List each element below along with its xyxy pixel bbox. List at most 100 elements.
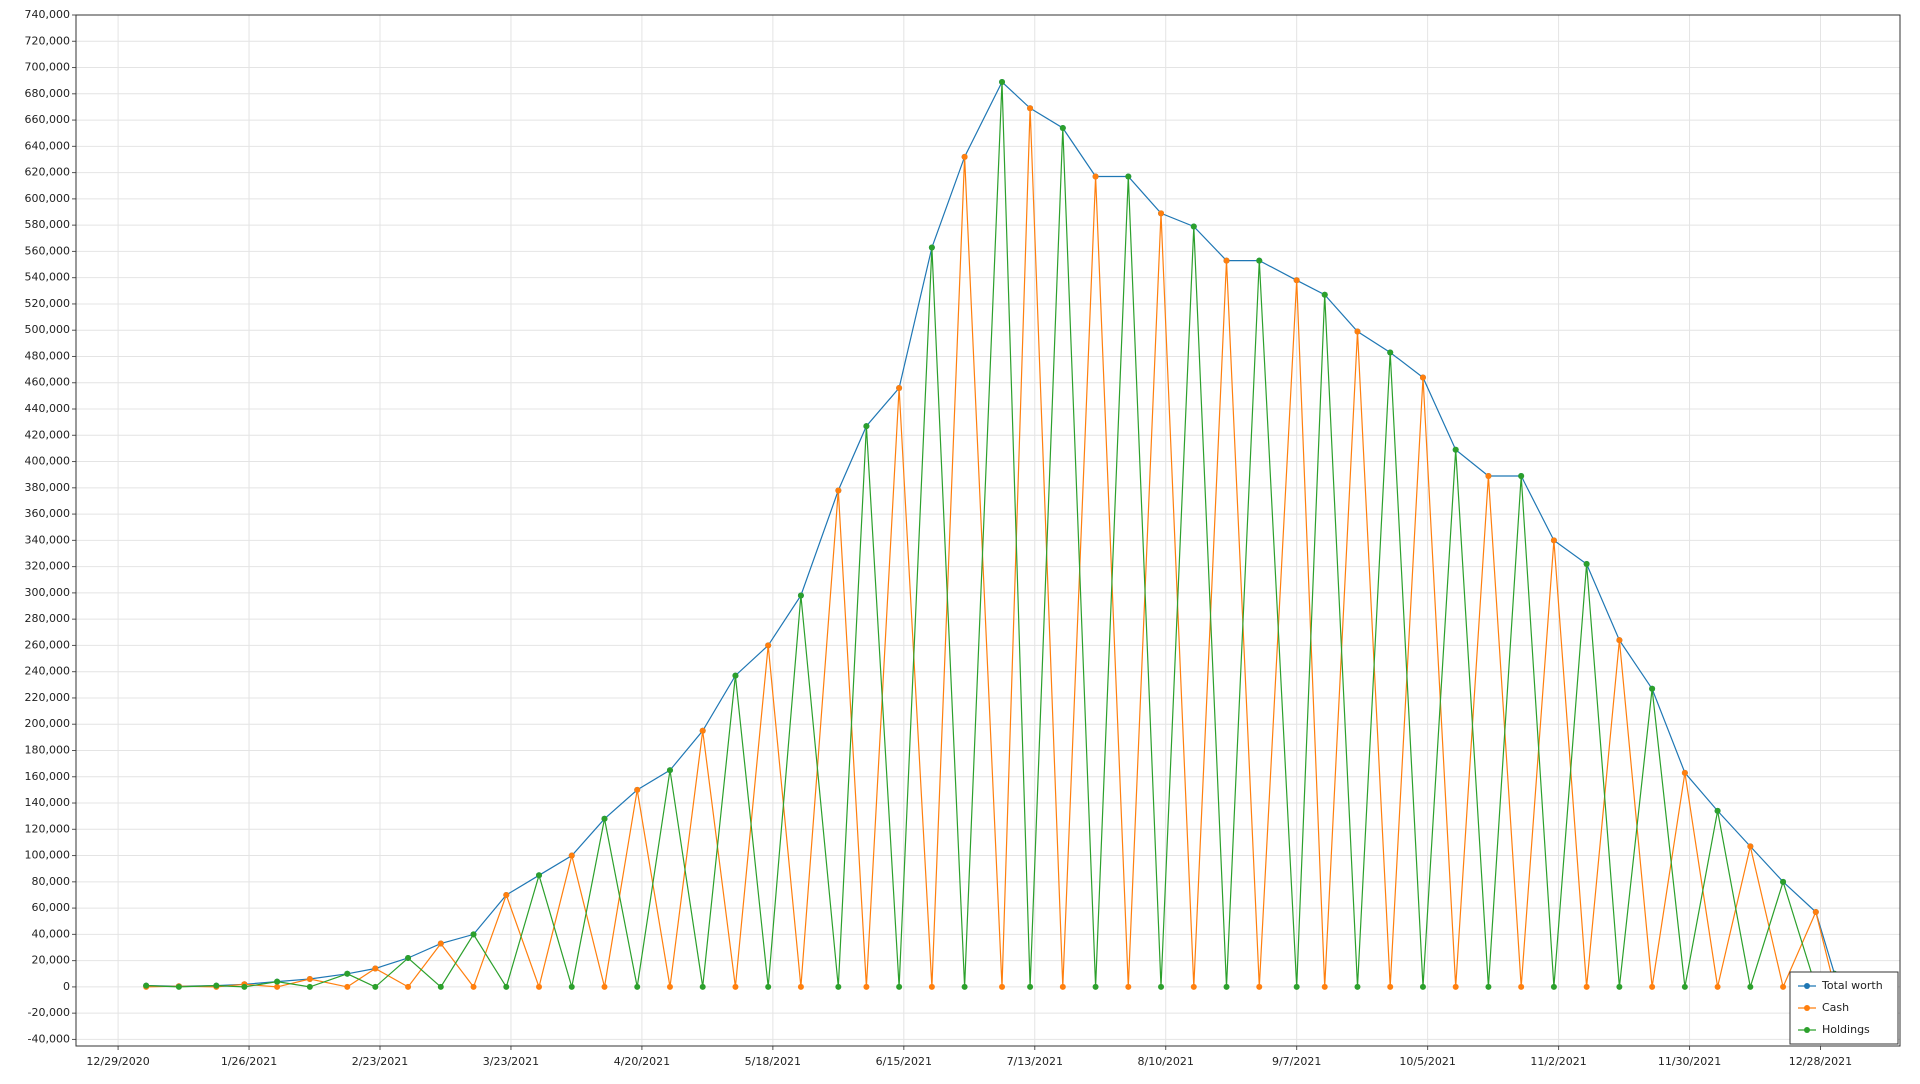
data-point [1059,983,1066,990]
data-point [213,982,220,989]
data-point [699,983,706,990]
legend-label: Cash [1822,1001,1849,1014]
y-tick-label: 300,000 [25,586,71,599]
data-point [1387,983,1394,990]
y-tick-label: 140,000 [25,796,71,809]
data-point [1158,210,1165,217]
data-point [1616,637,1623,644]
data-point [306,976,313,983]
data-point [928,244,935,251]
data-point [863,423,870,430]
data-point [732,672,739,679]
plot-frame [76,15,1900,1046]
data-point [503,983,510,990]
data-point [1027,983,1034,990]
y-tick-label: 680,000 [25,87,71,100]
x-tick-label: 10/5/2021 [1399,1055,1455,1068]
data-point [1649,685,1656,692]
data-point [1780,878,1787,885]
data-point [835,487,842,494]
data-point [928,983,935,990]
y-tick-label: 240,000 [25,665,71,678]
y-tick-label: 740,000 [25,8,71,21]
y-tick-label: 40,000 [32,927,71,940]
data-point [405,983,412,990]
data-point [1485,983,1492,990]
x-tick-label: 11/2/2021 [1530,1055,1586,1068]
legend-marker [1804,983,1810,989]
y-tick-label: 80,000 [32,875,71,888]
data-point [536,872,543,879]
data-point [896,983,903,990]
y-tick-label: 420,000 [25,428,71,441]
y-tick-label: 440,000 [25,402,71,415]
data-point [999,983,1006,990]
data-point [1747,983,1754,990]
x-tick-label: 6/15/2021 [876,1055,932,1068]
y-tick-label: 660,000 [25,113,71,126]
y-tick-label: 460,000 [25,376,71,389]
legend-label: Holdings [1822,1023,1870,1036]
data-point [1354,983,1361,990]
y-tick-label: 480,000 [25,349,71,362]
legend-marker [1804,1005,1810,1011]
x-tick-label: 8/10/2021 [1138,1055,1194,1068]
data-point [1419,983,1426,990]
data-point [1550,983,1557,990]
y-tick-label: 700,000 [25,61,71,74]
data-point [1190,983,1197,990]
x-tick-label: 12/29/2020 [86,1055,149,1068]
data-point [1747,843,1754,850]
data-point [666,983,673,990]
data-point [372,983,379,990]
x-tick-label: 3/23/2021 [483,1055,539,1068]
x-tick-label: 2/23/2021 [352,1055,408,1068]
legend-label: Total worth [1821,979,1883,992]
data-point [1583,983,1590,990]
data-point [1092,983,1099,990]
data-point [536,983,543,990]
data-point [1027,105,1034,112]
data-point [372,965,379,972]
data-point [666,767,673,774]
x-tick-label: 12/28/2021 [1789,1055,1852,1068]
y-tick-label: 200,000 [25,717,71,730]
data-point [1419,374,1426,381]
data-point [1518,472,1525,479]
data-point [601,983,608,990]
data-point [896,384,903,391]
x-tick-label: 9/7/2021 [1272,1055,1321,1068]
data-point [1256,983,1263,990]
data-point [601,815,608,822]
data-point [1256,257,1263,264]
plot-border [75,14,1901,1047]
data-point [1681,983,1688,990]
data-point [1125,983,1132,990]
y-tick-label: 280,000 [25,612,71,625]
data-point [274,978,281,985]
y-tick-label: 400,000 [25,455,71,468]
data-point [1387,349,1394,356]
y-tick-label: 160,000 [25,770,71,783]
data-point [1125,173,1132,180]
y-tick-label: 180,000 [25,743,71,756]
plot-area [76,15,1900,1046]
data-point [1158,983,1165,990]
data-point [405,955,412,962]
data-point [634,983,641,990]
data-point [961,983,968,990]
y-tick-label: 640,000 [25,139,71,152]
y-tick-label: 360,000 [25,507,71,520]
data-point [1223,983,1230,990]
data-point [797,592,804,599]
data-point [797,983,804,990]
data-point [1452,446,1459,453]
data-point [699,727,706,734]
y-tick-label: 0 [63,980,70,993]
data-point [568,852,575,859]
data-point [437,983,444,990]
data-point [344,983,351,990]
data-point [1321,983,1328,990]
data-point [1616,983,1623,990]
